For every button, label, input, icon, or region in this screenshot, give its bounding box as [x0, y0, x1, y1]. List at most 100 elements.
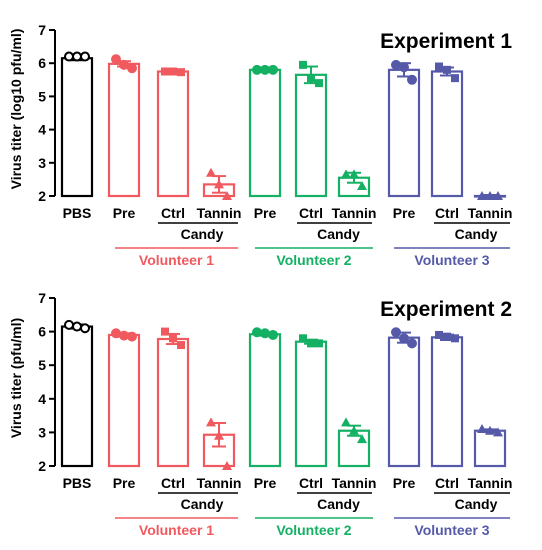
category-label: Pre — [393, 475, 416, 491]
category-label: Pre — [393, 205, 416, 221]
y-tick-label: 2 — [38, 458, 46, 474]
data-point — [169, 67, 177, 76]
data-point — [399, 333, 409, 344]
bar — [248, 333, 282, 468]
category-label: Tannin — [332, 205, 377, 221]
data-point — [214, 179, 224, 189]
volunteer-label: Volunteer 1 — [139, 252, 214, 268]
data-point — [485, 191, 495, 200]
bar — [107, 333, 141, 468]
category-label: Ctrl — [161, 475, 185, 491]
category-label: Pre — [254, 475, 277, 491]
y-tick-label: 4 — [38, 391, 46, 407]
data-point — [407, 74, 417, 85]
category-label: Ctrl — [161, 205, 185, 221]
category-label: Tannin — [197, 475, 242, 491]
data-point — [315, 79, 323, 88]
candy-label: Candy — [455, 496, 498, 512]
data-point — [72, 321, 82, 332]
data-point — [169, 334, 177, 343]
y-tick-label: 2 — [38, 188, 46, 204]
data-point — [357, 181, 367, 191]
data-point — [391, 59, 401, 70]
data-point — [260, 328, 270, 339]
data-point — [485, 425, 495, 435]
category-label: Pre — [254, 205, 277, 221]
bar — [430, 336, 464, 468]
category-label: PBS — [63, 475, 92, 491]
data-point — [299, 60, 307, 69]
data-point — [64, 319, 74, 330]
data-point — [80, 51, 90, 62]
data-point — [349, 169, 359, 179]
data-point — [299, 334, 307, 343]
category-label: Ctrl — [299, 205, 323, 221]
category-label: PBS — [63, 205, 92, 221]
data-point — [443, 65, 451, 74]
category-label: Tannin — [332, 475, 377, 491]
data-point — [206, 167, 216, 177]
data-point — [80, 323, 90, 334]
data-point — [177, 341, 185, 350]
data-point — [161, 327, 169, 336]
category-label: Pre — [113, 205, 136, 221]
chart-title: Experiment 2 — [380, 298, 512, 321]
data-point — [252, 327, 262, 338]
bar — [430, 70, 464, 198]
bar — [294, 73, 328, 198]
data-point — [111, 328, 121, 339]
volunteer-label: Volunteer 3 — [414, 252, 489, 268]
bar — [60, 57, 94, 198]
data-point — [435, 62, 443, 71]
data-point — [177, 68, 185, 77]
data-point — [119, 330, 129, 341]
volunteer-label: Volunteer 2 — [276, 252, 351, 268]
category-label: Pre — [113, 475, 136, 491]
y-tick-label: 3 — [38, 424, 46, 440]
data-point — [119, 59, 129, 70]
data-point — [443, 332, 451, 341]
data-point — [493, 427, 503, 437]
data-point — [64, 51, 74, 62]
data-point — [349, 425, 359, 435]
data-point — [407, 338, 417, 349]
chart-title: Experiment 1 — [380, 30, 512, 53]
data-point — [477, 424, 487, 434]
data-point — [161, 67, 169, 76]
data-point — [435, 330, 443, 339]
data-point — [222, 461, 232, 470]
panel-1: 2 3 4 5 6 7 Virus titer (log10 pfu/ml) Experime… — [8, 22, 512, 268]
y-tick-label: 5 — [38, 357, 46, 373]
bar — [156, 337, 190, 468]
y-tick-label: 5 — [38, 88, 46, 104]
data-point — [341, 169, 351, 179]
category-label: Ctrl — [435, 475, 459, 491]
data-point — [127, 63, 137, 74]
y-tick-label: 4 — [38, 122, 46, 138]
data-point — [268, 64, 278, 75]
category-label: Ctrl — [299, 475, 323, 491]
volunteer-label: Volunteer 1 — [139, 522, 214, 538]
bar — [387, 336, 421, 468]
bar — [387, 68, 421, 198]
y-tick-label: 6 — [38, 324, 46, 340]
candy-label: Candy — [181, 226, 224, 242]
data-point — [72, 51, 82, 62]
volunteer-label: Volunteer 2 — [276, 522, 351, 538]
bar — [248, 68, 282, 198]
category-label: Tannin — [468, 475, 513, 491]
candy-label: Candy — [317, 496, 360, 512]
data-point — [206, 417, 216, 427]
data-point — [252, 64, 262, 75]
data-point — [307, 339, 315, 348]
volunteer-label: Volunteer 3 — [414, 522, 489, 538]
category-label: Tannin — [468, 205, 513, 221]
y-axis-label: Virus titer (pfu/ml) — [8, 318, 24, 438]
candy-label: Candy — [181, 496, 224, 512]
data-point — [214, 430, 224, 440]
data-point — [111, 54, 121, 65]
y-tick-label: 7 — [38, 22, 46, 38]
candy-label: Candy — [317, 226, 360, 242]
data-point — [260, 64, 270, 75]
